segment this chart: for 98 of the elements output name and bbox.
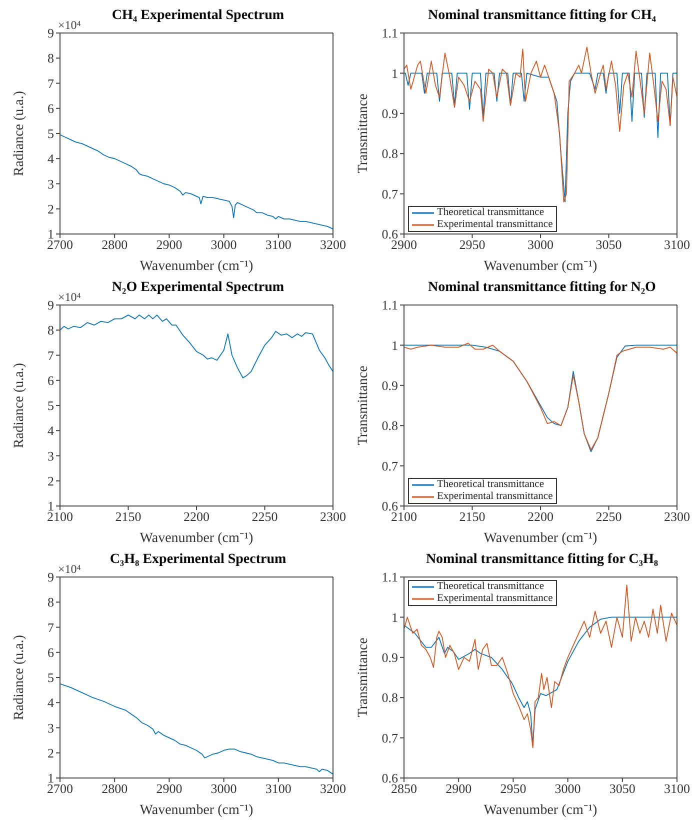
- y-tick-label: 9: [48, 570, 54, 585]
- y-tick-label: 0.7: [382, 458, 398, 474]
- x-tick-label: 3000: [210, 781, 237, 796]
- x-tick-label: 3000: [210, 237, 237, 252]
- x-tick-label: 3100: [265, 781, 292, 796]
- legend-label: Experimental transmittance: [436, 491, 553, 503]
- y-tick-label: 3: [48, 448, 54, 464]
- x-axis-title: Wavenumber (cm⁻¹): [140, 531, 254, 546]
- y-tick-label: 2: [48, 473, 54, 488]
- x-tick-label: 2900: [156, 781, 182, 796]
- legend-label: Experimental transmittance: [436, 219, 553, 231]
- x-tick-label: 2300: [320, 509, 346, 524]
- y-axis-title: Transmittance: [356, 94, 371, 174]
- y-axis-title: Transmittance: [356, 638, 371, 718]
- y-tick-label: 8: [48, 50, 54, 66]
- y-tick-label: 7: [48, 348, 54, 363]
- x-tick-label: 2250: [252, 509, 278, 524]
- y-tick-label: 1.1: [382, 26, 398, 41]
- x-tick-label: 2800: [102, 237, 128, 252]
- y-tick-label: 7: [48, 620, 54, 635]
- chart-title: N₂O Experimental Spectrum: [112, 280, 284, 295]
- chart-title: Nominal transmittance fitting for C₃H₈: [424, 552, 660, 569]
- y-tick-label: 0.8: [382, 690, 398, 706]
- x-axis-title: Wavenumber (cm⁻¹): [484, 803, 598, 818]
- x-tick-label: 3100: [664, 781, 690, 796]
- y-tick-label: 4: [48, 695, 54, 710]
- y-tick-label: 1: [392, 338, 398, 353]
- y-tick-label: 4: [48, 151, 54, 166]
- x-axis-title: Wavenumber (cm⁻¹): [484, 259, 598, 274]
- x-tick-label: 2200: [528, 509, 554, 524]
- y-tick-label: 5: [48, 126, 54, 142]
- y-tick-label: 1: [392, 610, 398, 625]
- y-axis-title: Radiance (u.a.): [12, 634, 27, 720]
- y-tick-label: 1: [392, 66, 398, 81]
- x-tick-label: 3200: [320, 781, 346, 796]
- y-tick-label: 6: [48, 372, 54, 388]
- x-tick-label: 3050: [609, 781, 636, 796]
- chart-title: CH₄ Experimental Spectrum: [112, 8, 284, 23]
- x-tick-label: 3100: [664, 237, 690, 252]
- x-axis-title: Wavenumber (cm⁻¹): [140, 259, 254, 274]
- y-tick-label: 3: [48, 720, 54, 736]
- x-tick-label: 2800: [102, 781, 128, 796]
- chart-title: Nominal transmittance fitting for CH₄: [427, 8, 657, 25]
- y-tick-label: 5: [48, 670, 54, 686]
- x-tick-label: 2150: [115, 509, 142, 524]
- x-tick-label: 3200: [320, 237, 346, 252]
- x-tick-label: 2200: [184, 509, 210, 524]
- x-tick-label: 3000: [554, 781, 581, 796]
- line-series: [60, 134, 333, 230]
- line-series: [404, 46, 677, 202]
- x-tick-label: 2900: [446, 781, 472, 796]
- y-tick-label: 0.9: [382, 378, 398, 394]
- x-tick-label: 3050: [596, 237, 622, 252]
- chart-title: C₃H₈ Experimental Spectrum: [110, 552, 286, 567]
- y-tick-label: 6: [48, 644, 54, 660]
- y-tick-label: 1.1: [382, 298, 398, 313]
- y-tick-label: 7: [48, 76, 54, 91]
- y-tick-label: 0.7: [382, 186, 398, 202]
- line-series: [60, 314, 333, 378]
- x-tick-label: 2150: [459, 509, 486, 524]
- legend-label: Theoretical transmittance: [436, 207, 545, 219]
- x-tick-label: 3100: [265, 237, 292, 252]
- y-axis-title: Radiance (u.a.): [12, 90, 27, 176]
- y-tick-label: 1.1: [382, 570, 398, 585]
- line-series: [404, 72, 677, 202]
- text: ×10⁴: [58, 562, 81, 577]
- x-tick-label: 2250: [596, 509, 622, 524]
- y-tick-label: 5: [48, 398, 54, 414]
- y-tick-label: 6: [48, 100, 54, 116]
- y-tick-label: 0.8: [382, 418, 398, 434]
- y-tick-label: 3: [48, 176, 54, 192]
- legend-label: Theoretical transmittance: [436, 479, 545, 491]
- text: ×10⁴: [58, 18, 81, 33]
- x-tick-label: 2300: [664, 509, 690, 524]
- y-axis-title: Radiance (u.a.): [12, 362, 27, 448]
- y-tick-label: 4: [48, 423, 54, 438]
- y-tick-label: 0.9: [382, 650, 398, 666]
- x-tick-label: 2950: [459, 237, 486, 252]
- chart-title: Nominal transmittance fitting for N₂O: [427, 280, 657, 297]
- y-tick-label: 9: [48, 26, 54, 41]
- y-tick-label: 0.9: [382, 106, 398, 122]
- y-tick-label: 2: [48, 745, 54, 760]
- legend-label: Theoretical transmittance: [436, 581, 545, 593]
- y-axis-title: Transmittance: [356, 366, 371, 446]
- y-tick-label: 9: [48, 298, 54, 313]
- y-tick-label: 0.8: [382, 146, 398, 162]
- x-tick-label: 2900: [156, 237, 182, 252]
- y-tick-label: 2: [48, 201, 54, 216]
- legend-label: Experimental transmittance: [436, 593, 553, 605]
- x-axis-title: Wavenumber (cm⁻¹): [140, 803, 254, 818]
- text: ×10⁴: [58, 290, 81, 305]
- line-series: [60, 683, 333, 775]
- x-axis-title: Wavenumber (cm⁻¹): [484, 531, 598, 546]
- x-tick-label: 3000: [528, 237, 554, 252]
- y-tick-label: 8: [48, 594, 54, 610]
- y-tick-label: 8: [48, 322, 54, 338]
- y-tick-label: 0.7: [382, 730, 398, 746]
- x-tick-label: 2950: [500, 781, 526, 796]
